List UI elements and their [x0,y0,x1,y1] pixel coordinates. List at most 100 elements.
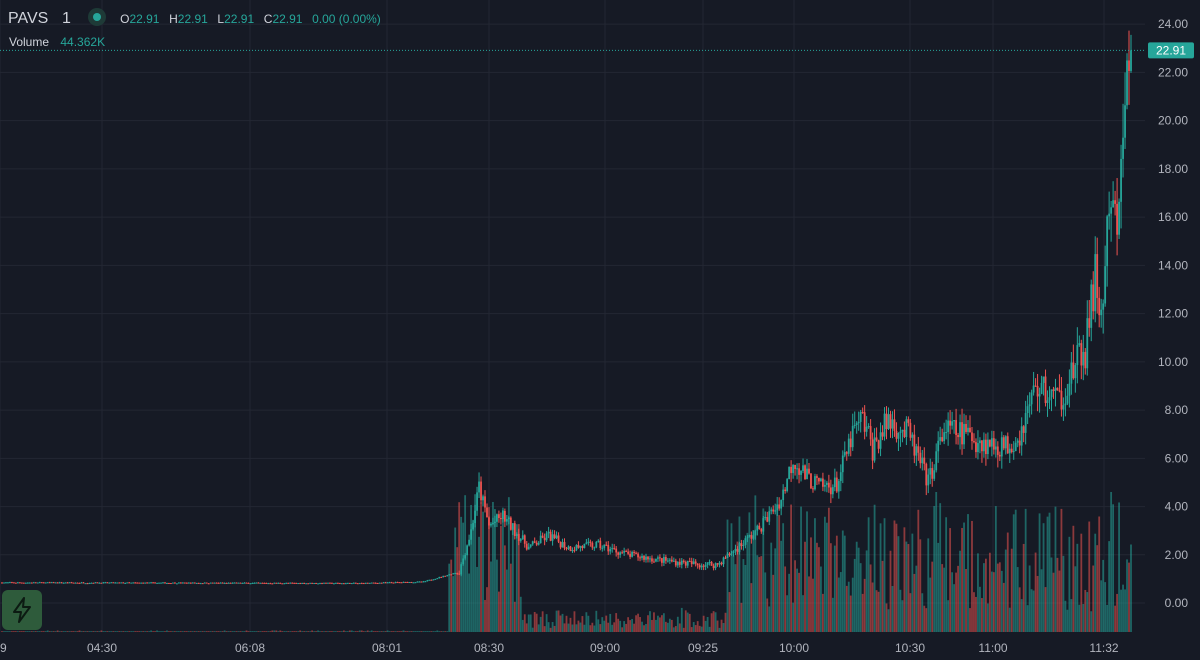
candle-body [758,525,761,530]
time-tick-label: 08:30 [474,641,504,655]
candle-body [470,529,472,540]
candle-body [1032,385,1035,393]
candle-body [835,477,838,492]
candle-body [839,472,842,482]
candle-body [323,582,325,584]
candle-body [450,574,453,576]
volume-bar [593,625,596,632]
candle-body [488,517,490,526]
candle-body [380,582,383,584]
candle-body [342,583,345,585]
candle-body [822,478,824,487]
candle-body [1056,387,1059,391]
quick-trade-button[interactable] [2,590,42,630]
candle-body [873,437,876,461]
candle-body [1022,426,1025,433]
candle-body [7,582,9,584]
candle-body [915,446,918,456]
market-status-icon[interactable] [88,8,107,26]
volume-bar [736,541,739,632]
volume-bar [875,590,878,632]
volume-bar [1068,536,1071,632]
volume-bar [168,631,170,632]
candle-body [126,582,129,584]
candle-body [1012,451,1015,453]
volume-bar [92,631,95,632]
candle-body [498,514,500,519]
candle-body [814,476,816,490]
time-axis[interactable]: 9 04:30 06:08 08:01 08:30 09:00 09:25 10:00 10:3… [0,641,1119,655]
candle-body [122,582,125,584]
volume-bar [509,563,512,632]
candle-body [555,535,558,539]
volume-bar [752,530,755,632]
volume-bar [46,630,49,632]
volume-label[interactable]: Volume [9,35,50,49]
candle-body [806,468,808,480]
interval-label[interactable]: 1 [61,10,71,27]
close-label: C [263,12,273,26]
candle-body [833,477,836,488]
volume-bar [305,631,308,632]
candle-body [1068,383,1071,396]
candle-body [841,455,844,473]
volume-bar [517,524,520,632]
volume-bar [24,631,27,632]
candle-body [201,583,204,585]
candle-body [490,523,492,526]
volume-bar [94,631,97,632]
candle-body [808,468,810,474]
candle-body [187,582,190,584]
candle-body [245,582,248,584]
volume-bar [768,606,771,632]
candle-body [358,583,361,585]
volume-bar [955,572,957,632]
candle-body [424,581,427,583]
candle-body [597,540,600,542]
candle-body [981,440,983,452]
candle-body [1084,351,1087,369]
candle-body [124,582,127,584]
volume-bar [1000,570,1003,632]
candle-body [344,583,347,585]
candle-body [780,500,783,509]
volume-bar [947,600,950,632]
volume-bar [1078,604,1081,632]
candle-body [80,582,83,584]
candle-body [861,412,864,414]
candle-body [845,452,848,454]
candle-body [166,582,168,584]
volume-bar [885,603,888,632]
candle-body [889,414,892,429]
candle-body [11,582,13,584]
candle-body [1026,406,1029,414]
volume-bar [688,613,691,632]
candle-body [925,463,928,486]
candle-body [84,583,87,585]
volume-bar [865,550,868,632]
price-axis[interactable]: 24.00 22.00 20.00 18.00 16.00 14.00 12.00 10.00… [1158,17,1188,610]
candle-body [1128,60,1130,71]
volume-bar [1052,572,1055,632]
volume-bar [348,630,351,632]
candle-body [792,464,794,474]
candle-body [22,582,25,584]
volume-bar [583,624,586,632]
candle-body [78,582,81,584]
volume-bar [187,631,190,632]
candle-body [923,457,926,464]
symbol-label[interactable]: PAVS [8,10,49,27]
candle-body [68,582,71,584]
candle-body [523,535,526,544]
volume-bar [855,541,858,632]
volume-bar [903,527,906,632]
candle-body [44,582,47,584]
candle-body [963,423,965,445]
candle-body [170,583,172,585]
volume-bar [1122,584,1124,632]
candle-body [774,510,777,512]
volume-bar [627,617,630,632]
candle-body [235,582,238,584]
high-label: H [169,12,178,26]
